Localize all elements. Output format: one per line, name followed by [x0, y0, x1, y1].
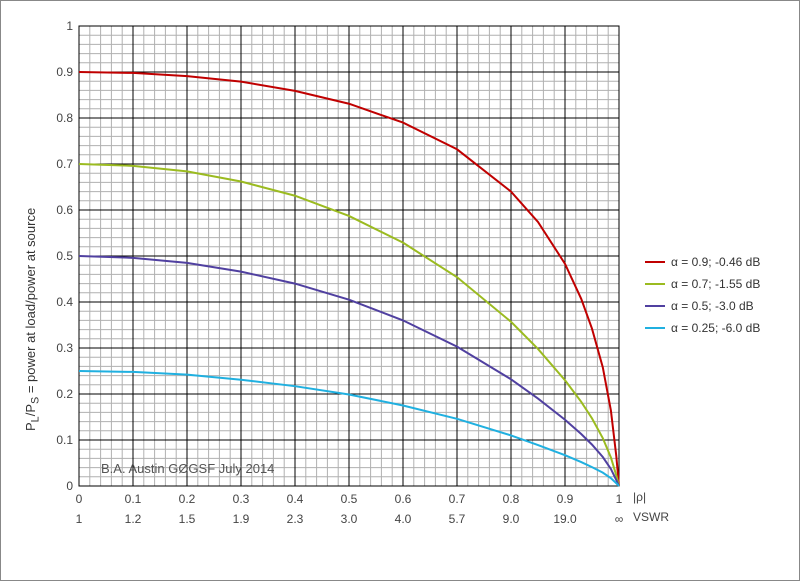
legend-swatch: [645, 283, 665, 285]
legend-label: α = 0.5; -3.0 dB: [671, 299, 754, 313]
x-tick-label-vswr: 4.0: [383, 512, 423, 526]
x-tick-label-vswr: 5.7: [437, 512, 477, 526]
y-tick-label: 0.4: [39, 295, 73, 309]
x-tick-label-rho: 0.6: [383, 492, 423, 506]
y-tick-label: 0.9: [39, 65, 73, 79]
x-tick-label-vswr: 1.5: [167, 512, 207, 526]
y-tick-label: 0.5: [39, 249, 73, 263]
x-tick-label-vswr: 1: [59, 512, 99, 526]
x-tick-label-rho: 0.1: [113, 492, 153, 506]
legend-item: α = 0.7; -1.55 dB: [645, 273, 760, 295]
credit-text: B.A. Austin GØGSF July 2014: [101, 461, 274, 476]
x-tick-label-rho: 0.5: [329, 492, 369, 506]
x-tick-label-rho: 0.4: [275, 492, 315, 506]
x-tick-label-rho: 0: [59, 492, 99, 506]
legend-item: α = 0.9; -0.46 dB: [645, 251, 760, 273]
x-tick-label-vswr: 9.0: [491, 512, 531, 526]
legend-item: α = 0.5; -3.0 dB: [645, 295, 760, 317]
x-tick-label-vswr: 19.0: [545, 512, 585, 526]
legend-label: α = 0.7; -1.55 dB: [671, 277, 760, 291]
y-tick-label: 0.7: [39, 157, 73, 171]
y-tick-label: 1: [39, 19, 73, 33]
legend-swatch: [645, 327, 665, 329]
x-tick-label-vswr: 3.0: [329, 512, 369, 526]
y-tick-label: 0.2: [39, 387, 73, 401]
legend-label: α = 0.25; -6.0 dB: [671, 321, 760, 335]
legend-label: α = 0.9; -0.46 dB: [671, 255, 760, 269]
legend-swatch: [645, 305, 665, 307]
x-tick-label-vswr: 1.9: [221, 512, 261, 526]
x-tick-label-vswr: 1.2: [113, 512, 153, 526]
legend-swatch: [645, 261, 665, 263]
x-tick-label-rho: 0.9: [545, 492, 585, 506]
legend: α = 0.9; -0.46 dB α = 0.7; -1.55 dB α = 0.…: [645, 251, 760, 339]
x-tick-label-rho: 0.2: [167, 492, 207, 506]
y-tick-label: 0: [39, 479, 73, 493]
y-tick-label: 0.6: [39, 203, 73, 217]
x-tick-label-vswr: 2.3: [275, 512, 315, 526]
y-tick-label: 0.3: [39, 341, 73, 355]
x-tick-label-rho: 0.8: [491, 492, 531, 506]
legend-item: α = 0.25; -6.0 dB: [645, 317, 760, 339]
x-tick-label-rho: 1: [599, 492, 639, 506]
x-tick-label-rho: 0.7: [437, 492, 477, 506]
y-tick-label: 0.8: [39, 111, 73, 125]
x-tick-label-rho: 0.3: [221, 492, 261, 506]
y-tick-label: 0.1: [39, 433, 73, 447]
x-tick-label-vswr: ∞: [599, 512, 639, 526]
